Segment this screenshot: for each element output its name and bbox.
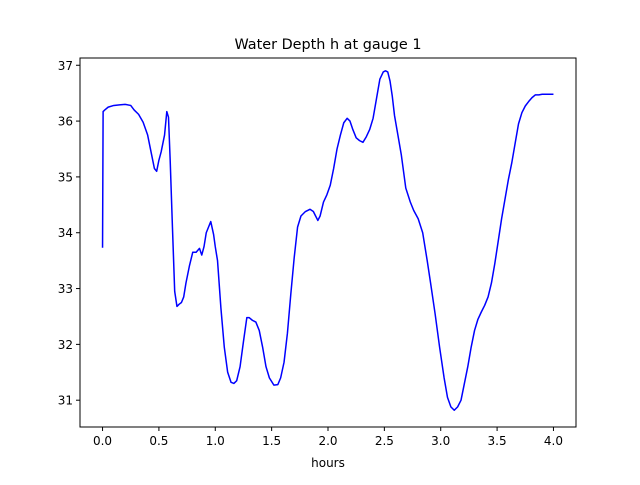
x-tick-label: 1.5 xyxy=(262,434,281,448)
x-tick-label: 0.5 xyxy=(149,434,168,448)
y-tick-label: 33 xyxy=(58,282,73,296)
y-tick-label: 32 xyxy=(58,338,73,352)
series-line-0 xyxy=(101,70,554,411)
axes-frame xyxy=(79,57,577,428)
y-tick-label: 34 xyxy=(58,226,73,240)
x-tick-label: 2.0 xyxy=(318,434,337,448)
x-tick-label: 3.5 xyxy=(488,434,507,448)
y-tick-label: 35 xyxy=(58,170,73,184)
y-tick-label: 31 xyxy=(58,394,73,408)
y-axis: 31 32 33 34 35 36 37 xyxy=(58,59,80,408)
x-tick-label: 1.0 xyxy=(206,434,225,448)
x-tick-label: 3.0 xyxy=(431,434,450,448)
y-tick-label: 37 xyxy=(58,59,73,73)
chart-title: Water Depth h at gauge 1 xyxy=(234,37,421,53)
x-axis: 0.0 0.5 1.0 1.5 2.0 2.5 3.0 3.5 4.0 xyxy=(93,427,563,448)
y-tick-label: 36 xyxy=(58,115,73,129)
x-tick-label: 0.0 xyxy=(93,434,112,448)
x-tick-label: 4.0 xyxy=(544,434,563,448)
x-axis-label: hours xyxy=(311,456,345,470)
x-tick-label: 2.5 xyxy=(375,434,394,448)
plot-area xyxy=(101,70,554,411)
